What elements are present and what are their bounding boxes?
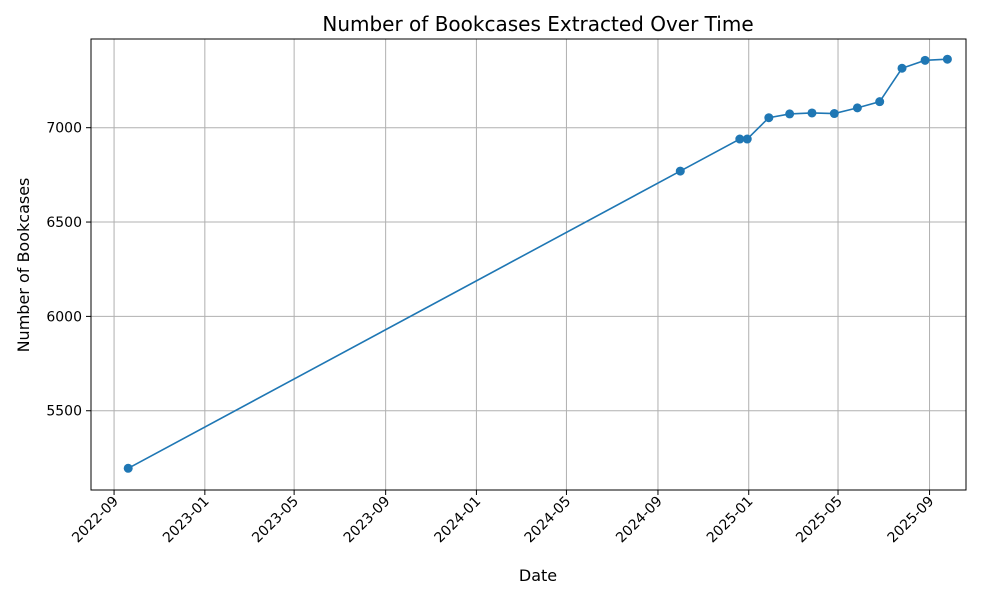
x-tick-label: 2024-09	[613, 494, 666, 547]
x-tick-label: 2022-09	[69, 494, 122, 547]
data-point-marker	[807, 108, 817, 118]
x-tick-label: 2025-09	[885, 494, 938, 547]
data-point-marker	[123, 463, 133, 473]
series-layer	[123, 54, 952, 473]
data-point-marker	[852, 103, 862, 113]
grid	[91, 39, 966, 490]
x-axis-ticks: 2022-09 2023-01 2023-05 2023-09 2024-01 2024-…	[69, 490, 937, 546]
data-point-marker	[675, 166, 685, 176]
data-point-marker	[735, 134, 745, 144]
data-point-marker	[742, 134, 752, 144]
x-tick-label: 2024-05	[522, 494, 575, 547]
x-tick-label: 2025-01	[704, 494, 757, 547]
data-point-marker	[942, 54, 952, 64]
series-line	[127, 58, 948, 470]
x-tick-label: 2023-05	[249, 494, 302, 547]
y-axis-ticks: 5500 6000 6500 7000	[46, 121, 91, 420]
x-tick-label: 2023-01	[160, 494, 213, 547]
data-point-marker	[785, 109, 795, 119]
data-point-marker	[897, 63, 907, 73]
data-point-marker	[764, 113, 774, 123]
data-point-marker	[920, 55, 930, 65]
x-tick-label: 2023-09	[341, 494, 394, 547]
x-axis-label: Date	[519, 566, 557, 585]
chart-title: Number of Bookcases Extracted Over Time	[322, 12, 753, 36]
y-tick-label: 6500	[46, 215, 82, 231]
x-tick-label: 2024-01	[432, 494, 485, 547]
data-point-marker	[829, 109, 839, 119]
x-tick-label: 2025-05	[793, 494, 846, 547]
y-axis-label: Number of Bookcases	[14, 178, 33, 353]
y-tick-label: 6000	[46, 309, 82, 325]
y-tick-label: 7000	[46, 121, 82, 137]
data-point-marker	[875, 97, 885, 107]
plot-frame	[90, 38, 967, 491]
y-tick-label: 5500	[46, 404, 82, 420]
